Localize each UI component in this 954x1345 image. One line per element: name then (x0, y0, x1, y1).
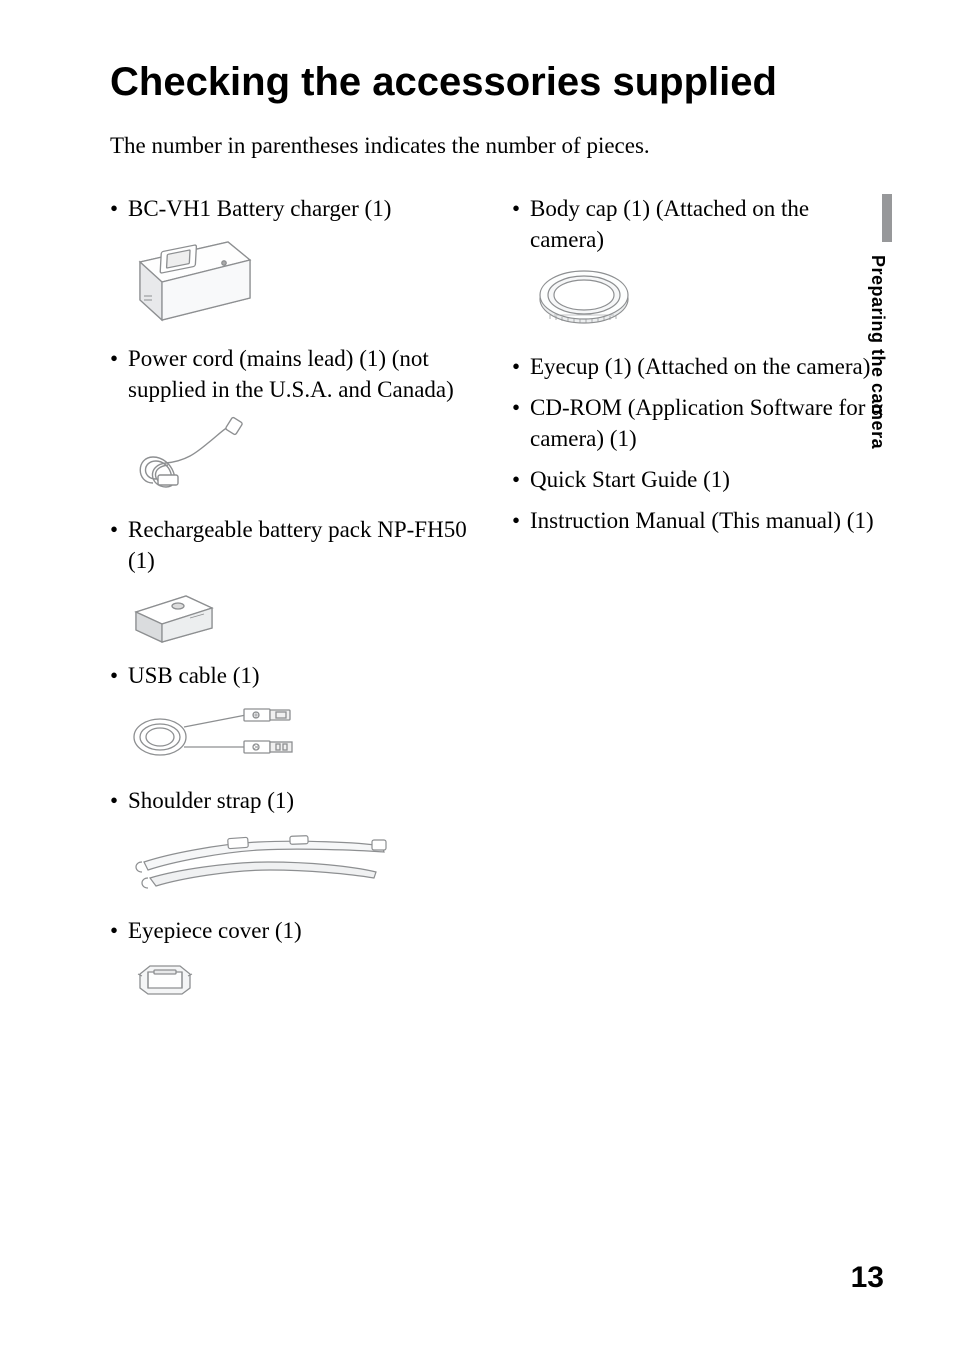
power-cord-illustration (128, 415, 482, 500)
item-text: BC-VH1 Battery charger (1) (110, 193, 482, 224)
item-text: Rechargeable battery pack NP-FH50 (1) (110, 514, 482, 576)
item-text: Instruction Manual (This manual) (1) (512, 505, 884, 536)
shoulder-strap-illustration (128, 826, 482, 901)
item-text: Eyecup (1) (Attached on the camera) (512, 351, 884, 382)
page-title: Checking the accessories supplied (110, 60, 884, 105)
item-text: Shoulder strap (1) (110, 785, 482, 816)
side-tab-label: Preparing the camera (867, 255, 888, 449)
battery-charger-illustration (128, 234, 482, 329)
list-item: BC-VH1 Battery charger (1) (110, 193, 482, 329)
list-item: Eyecup (1) (Attached on the camera) (512, 351, 884, 382)
item-text: USB cable (1) (110, 660, 482, 691)
side-tab-indicator (882, 194, 892, 242)
right-column: Body cap (1) (Attached on the camera) (512, 193, 884, 1018)
list-item: Eyepiece cover (1) (110, 915, 482, 1004)
eyepiece-cover-illustration (128, 956, 482, 1004)
list-item: Body cap (1) (Attached on the camera) (512, 193, 884, 337)
list-item: Rechargeable battery pack NP-FH50 (1) (110, 514, 482, 646)
list-item: CD-ROM (Application Software for α camer… (512, 392, 884, 454)
battery-pack-illustration (128, 586, 482, 646)
item-text: Eyepiece cover (1) (110, 915, 482, 946)
intro-text: The number in parentheses indicates the … (110, 133, 884, 159)
side-tab: Preparing the camera (862, 200, 884, 460)
list-item: Shoulder strap (1) (110, 785, 482, 901)
item-text: CD-ROM (Application Software for α camer… (512, 392, 884, 454)
page-number: 13 (851, 1261, 884, 1295)
list-item: Quick Start Guide (1) (512, 464, 884, 495)
list-item: Instruction Manual (This manual) (1) (512, 505, 884, 536)
left-column: BC-VH1 Battery charger (1) (110, 193, 482, 1018)
item-text: Power cord (mains lead) (1) (not supplie… (110, 343, 482, 405)
item-text: Body cap (1) (Attached on the camera) (512, 193, 884, 255)
list-item: USB cable (1) (110, 660, 482, 771)
usb-cable-illustration (128, 701, 482, 771)
list-item: Power cord (mains lead) (1) (not supplie… (110, 343, 482, 500)
item-text: Quick Start Guide (1) (512, 464, 884, 495)
body-cap-illustration (530, 265, 884, 337)
content-columns: BC-VH1 Battery charger (1) (110, 193, 884, 1018)
